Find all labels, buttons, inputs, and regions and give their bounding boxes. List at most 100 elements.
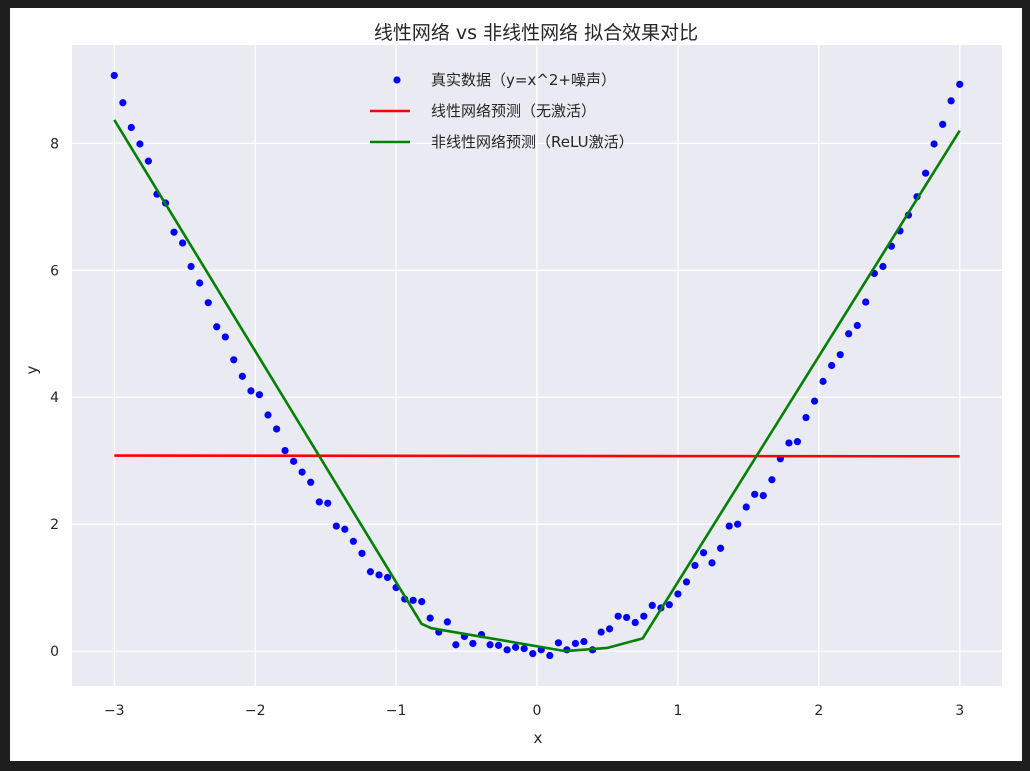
data-point (230, 356, 238, 364)
data-point (247, 387, 255, 395)
x-tick-label: 3 (955, 703, 964, 719)
data-point (571, 639, 580, 648)
data-point (119, 99, 127, 107)
data-point (759, 492, 767, 500)
data-point (426, 614, 434, 622)
data-point (665, 601, 673, 609)
data-point (631, 618, 639, 627)
data-point (810, 397, 819, 405)
series-layer (110, 71, 964, 660)
data-point (366, 568, 375, 576)
data-point (853, 321, 861, 330)
x-tick-label: −3 (104, 703, 125, 719)
data-point (196, 279, 204, 287)
legend-label: 线性网络预测（无激活） (431, 102, 596, 120)
data-point (751, 490, 759, 498)
data-point (221, 333, 229, 341)
data-point (187, 262, 195, 271)
data-point (546, 651, 554, 660)
series-2 (113, 119, 961, 653)
data-point (725, 522, 733, 530)
data-point (956, 80, 964, 88)
x-tick-label: −2 (245, 703, 266, 719)
data-point (682, 578, 691, 586)
data-point (785, 439, 793, 447)
data-point (648, 601, 656, 609)
x-axis-ticks: −3 −2 −1 0 1 2 3 (104, 703, 964, 719)
data-point (674, 590, 682, 598)
data-point (862, 298, 870, 306)
data-point (614, 612, 622, 620)
data-point (127, 123, 135, 132)
data-point (699, 549, 708, 557)
x-tick-label: 2 (814, 703, 823, 719)
data-point (520, 644, 528, 653)
legend: 真实数据（y=x^2+噪声） 线性网络预测（无激活） 非线性网络预测（ReLU激活） (370, 71, 634, 151)
data-point (418, 597, 426, 606)
data-point (290, 457, 298, 465)
data-point (264, 411, 272, 419)
data-point (324, 499, 332, 507)
data-point (255, 391, 264, 399)
data-point (879, 262, 887, 271)
data-point (281, 446, 289, 455)
y-axis-ticks: 0 2 4 6 8 (50, 136, 59, 660)
data-point (409, 596, 417, 604)
legend-item: 线性网络预测（无激活） (370, 102, 596, 120)
data-point (375, 571, 383, 579)
x-tick-label: 0 (533, 703, 542, 719)
data-point (580, 637, 588, 646)
data-point (597, 628, 605, 636)
data-point (819, 377, 827, 385)
data-point (742, 503, 750, 511)
data-point (358, 549, 366, 557)
data-point (486, 641, 494, 649)
series-0 (110, 71, 964, 660)
data-point (793, 438, 802, 446)
data-point (768, 476, 776, 484)
legend-label: 非线性网络预测（ReLU激活） (431, 133, 634, 151)
data-point (213, 323, 221, 331)
data-point (170, 228, 178, 236)
legend-marker (393, 76, 401, 84)
data-point (315, 498, 323, 506)
legend-item: 真实数据（y=x^2+噪声） (393, 71, 616, 89)
series-1 (114, 454, 960, 458)
y-tick-label: 6 (50, 263, 59, 279)
data-point (691, 561, 699, 570)
data-point (640, 612, 648, 620)
data-point (529, 650, 537, 658)
x-tick-label: −1 (386, 703, 407, 719)
data-point (511, 643, 520, 651)
data-point (939, 120, 947, 128)
data-point (802, 413, 810, 422)
series-line (113, 119, 961, 653)
data-point (554, 639, 563, 647)
data-point (110, 71, 118, 80)
y-tick-label: 8 (50, 136, 59, 152)
data-point (836, 351, 844, 359)
data-point (623, 613, 631, 622)
data-point (922, 169, 930, 177)
y-tick-label: 0 (50, 644, 59, 660)
data-point (845, 330, 853, 338)
data-point (708, 559, 716, 567)
data-point (179, 239, 187, 247)
series-line (114, 454, 960, 458)
data-point (204, 299, 212, 307)
data-point (947, 97, 955, 105)
y-tick-label: 4 (50, 390, 59, 406)
x-axis-label: x (534, 729, 543, 747)
y-axis-label: y (23, 365, 41, 374)
data-point (605, 625, 614, 633)
data-point (828, 361, 836, 370)
y-tick-label: 2 (50, 517, 59, 533)
data-point (494, 641, 503, 649)
data-point (136, 140, 144, 148)
data-point (332, 522, 340, 530)
chart-title: 线性网络 vs 非线性网络 拟合效果对比 (374, 22, 698, 44)
data-point (273, 425, 281, 433)
legend-label: 真实数据（y=x^2+噪声） (431, 71, 616, 89)
